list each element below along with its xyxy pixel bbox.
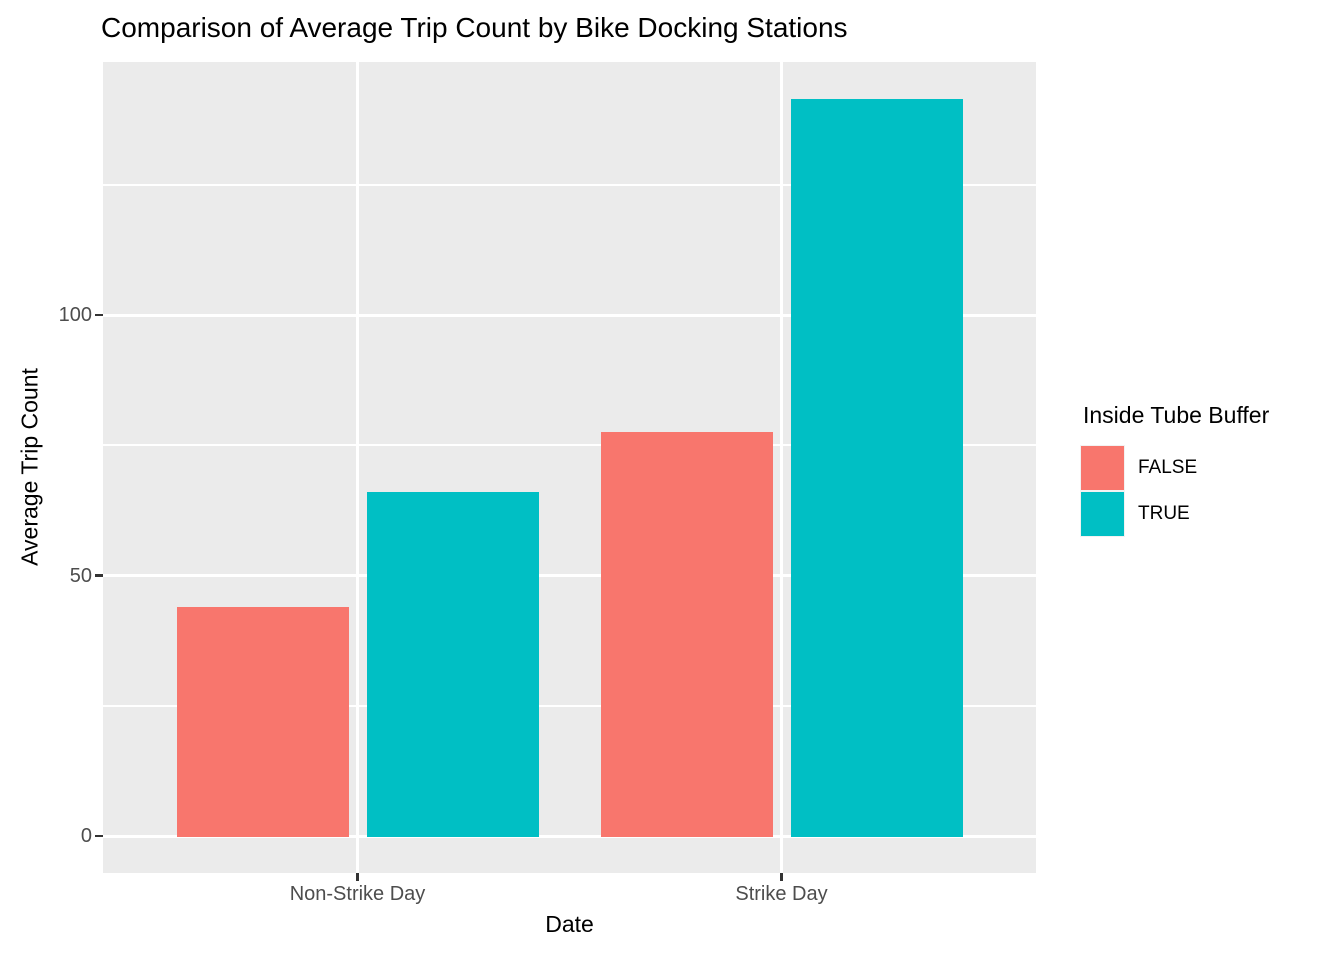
- legend-title: Inside Tube Buffer: [1083, 402, 1270, 428]
- bar-non-strike-day-false: [176, 606, 349, 837]
- y-axis-title: Average Trip Count: [16, 368, 43, 566]
- x-axis-title: Date: [545, 911, 594, 937]
- x-tick-label-0: Non-Strike Day: [289, 883, 426, 905]
- legend-label-true: TRUE: [1138, 503, 1190, 524]
- bar-strike-day-true: [790, 98, 963, 837]
- y-tick-mark-100: [95, 313, 103, 317]
- x-tick-mark-1: [780, 873, 783, 881]
- legend: Inside Tube Buffer FALSE TRUE: [1081, 402, 1269, 537]
- legend-key-false: [1081, 446, 1124, 490]
- gridline-minor-y75: [103, 444, 1036, 447]
- gridline-major-x-1: [780, 62, 783, 873]
- gridline-major-y50: [103, 574, 1036, 578]
- y-tick-label-100: 100: [58, 304, 92, 327]
- chart-title: Comparison of Average Trip Count by Bike…: [101, 12, 848, 43]
- legend-item-list: FALSE TRUE: [1081, 445, 1269, 537]
- bar-strike-day-false: [600, 432, 773, 837]
- x-tick-label-1: Strike Day: [735, 883, 828, 905]
- legend-item-false: FALSE: [1081, 445, 1269, 491]
- y-tick-mark-50: [95, 574, 103, 577]
- legend-label-false: FALSE: [1138, 457, 1198, 478]
- gridline-major-y0: [103, 834, 1036, 838]
- x-tick-mark-0: [356, 873, 359, 881]
- gridline-minor-y125: [103, 183, 1036, 186]
- bar-non-strike-day-true: [366, 492, 539, 837]
- gridline-major-y100: [103, 313, 1036, 317]
- y-tick-label-50: 50: [69, 564, 92, 587]
- legend-item-true: TRUE: [1081, 491, 1269, 537]
- y-tick-label-0: 0: [80, 825, 92, 848]
- gridline-major-x-0: [356, 62, 359, 873]
- gridline-minor-y25: [103, 704, 1036, 707]
- plot-panel: [103, 62, 1036, 873]
- legend-key-true: [1081, 492, 1124, 536]
- y-tick-mark-0: [95, 834, 103, 838]
